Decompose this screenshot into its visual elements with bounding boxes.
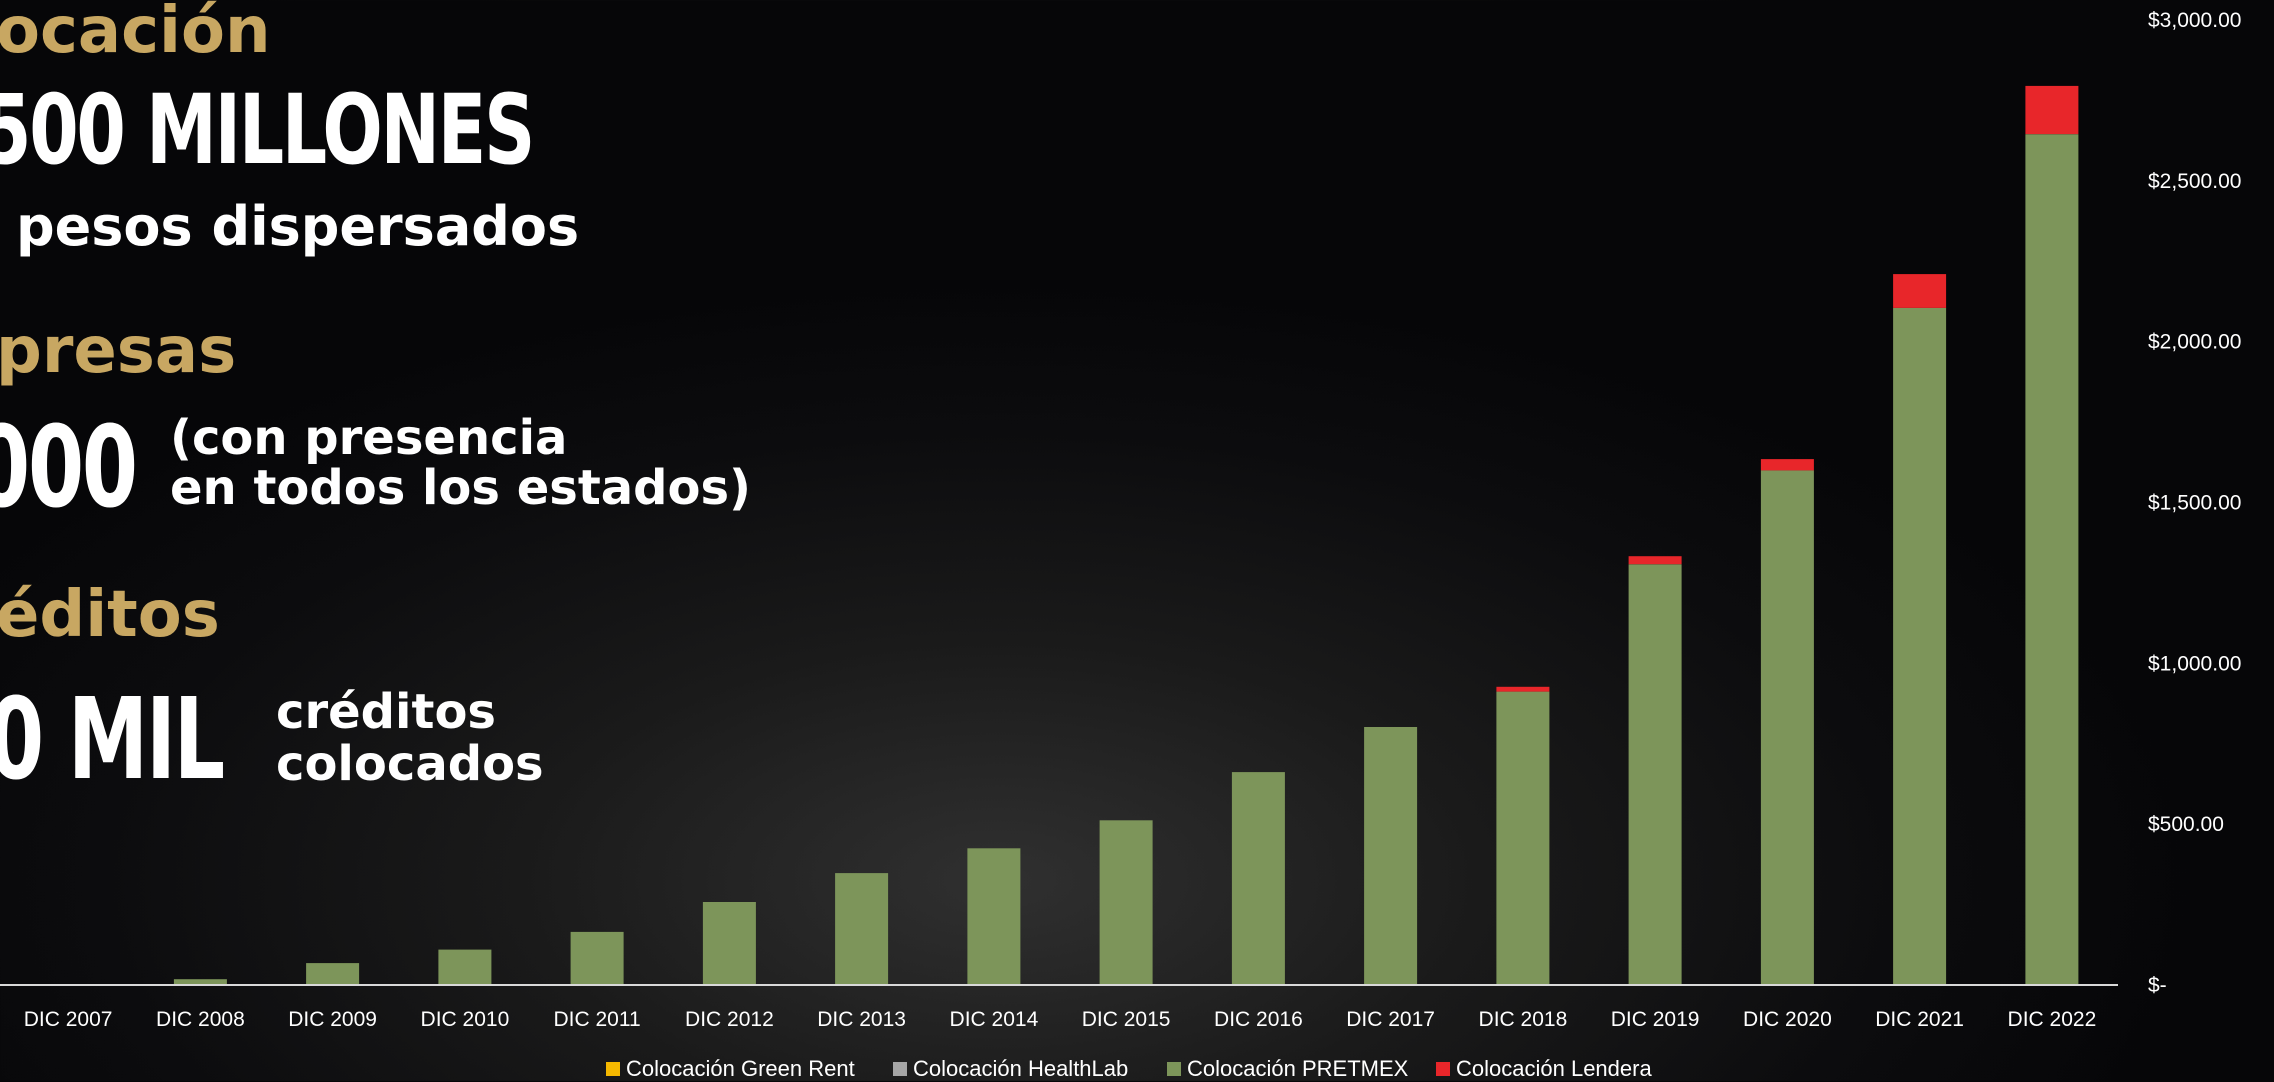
bar-colocaci-n-pretmex-dic-2011 xyxy=(570,931,624,985)
bar-colocaci-n-lendera-dic-2021 xyxy=(1893,274,1947,308)
x-tick-label: DIC 2020 xyxy=(1743,1008,1832,1031)
bar-colocaci-n-pretmex-dic-2013 xyxy=(835,873,889,985)
bar-colocaci-n-pretmex-dic-2018 xyxy=(1496,691,1550,985)
legend-swatch-green-rent xyxy=(606,1062,620,1076)
y-tick-label: $2,000.00 xyxy=(2148,331,2241,354)
bar-colocaci-n-pretmex-dic-2017 xyxy=(1364,727,1418,985)
bar-colocaci-n-pretmex-dic-2014 xyxy=(967,848,1021,985)
colocacion-subtitle: pesos dispersados xyxy=(16,195,580,258)
colocacion-title: ocación xyxy=(0,0,271,68)
bar-colocaci-n-lendera-dic-2019 xyxy=(1628,556,1682,565)
colocacion-amount: 500 MILLONES xyxy=(0,74,535,186)
empresas-subtitle-2: en todos los estados) xyxy=(170,460,751,516)
bar-colocaci-n-pretmex-dic-2021 xyxy=(1893,307,1947,985)
creditos-title: éditos xyxy=(0,578,220,652)
x-tick-label: DIC 2010 xyxy=(421,1008,510,1031)
x-tick-label: DIC 2013 xyxy=(817,1008,906,1031)
legend-swatch-lendera xyxy=(1436,1062,1450,1076)
legend-label-healthlab: Colocación HealthLab xyxy=(913,1056,1129,1081)
y-tick-label: $2,500.00 xyxy=(2148,170,2241,193)
legend-label-pretmex: Colocación PRETMEX xyxy=(1187,1056,1409,1081)
legend-item-healthlab: Colocación HealthLab xyxy=(893,1056,1129,1081)
legend-label-lendera: Colocación Lendera xyxy=(1456,1056,1652,1081)
legend-item-green-rent: Colocación Green Rent xyxy=(606,1056,855,1081)
x-tick-label: DIC 2014 xyxy=(950,1008,1039,1031)
bar-colocaci-n-lendera-dic-2020 xyxy=(1760,459,1814,471)
bar-colocaci-n-pretmex-dic-2016 xyxy=(1231,772,1285,985)
legend-item-pretmex: Colocación PRETMEX xyxy=(1167,1056,1409,1081)
legend-swatch-healthlab xyxy=(893,1062,907,1076)
y-tick-label: $3,000.00 xyxy=(2148,9,2241,32)
y-tick-label: $1,500.00 xyxy=(2148,492,2241,515)
x-tick-label: DIC 2015 xyxy=(1082,1008,1171,1031)
bar-colocaci-n-pretmex-dic-2012 xyxy=(702,902,756,985)
x-tick-label: DIC 2019 xyxy=(1611,1008,1700,1031)
x-tick-label: DIC 2021 xyxy=(1875,1008,1964,1031)
empresas-count: 000 xyxy=(0,403,138,533)
bar-colocaci-n-pretmex-dic-2008 xyxy=(173,979,227,985)
x-tick-label: DIC 2017 xyxy=(1346,1008,1435,1031)
x-tick-label: DIC 2011 xyxy=(554,1008,641,1031)
x-tick-label: DIC 2022 xyxy=(2008,1008,2097,1031)
y-tick-label: $- xyxy=(2148,974,2167,997)
bar-colocaci-n-pretmex-dic-2019 xyxy=(1628,564,1682,985)
y-tick-label: $500.00 xyxy=(2148,813,2224,836)
creditos-count: 0 MIL xyxy=(0,675,225,805)
x-tick-label: DIC 2018 xyxy=(1479,1008,1568,1031)
bar-colocaci-n-pretmex-dic-2020 xyxy=(1760,470,1814,985)
x-tick-label: DIC 2007 xyxy=(24,1008,113,1031)
empresas-subtitle-1: (con presencia xyxy=(170,410,568,466)
x-tick-label: DIC 2008 xyxy=(156,1008,245,1031)
bar-colocaci-n-pretmex-dic-2009 xyxy=(306,963,360,985)
creditos-subtitle-1: créditos xyxy=(276,684,496,740)
bar-colocaci-n-pretmex-dic-2022 xyxy=(2025,134,2079,985)
bar-colocaci-n-pretmex-dic-2010 xyxy=(438,949,492,985)
bar-colocaci-n-pretmex-dic-2015 xyxy=(1099,820,1153,985)
legend-label-green-rent: Colocación Green Rent xyxy=(626,1056,855,1081)
creditos-subtitle-2: colocados xyxy=(276,736,544,792)
legend-item-lendera: Colocación Lendera xyxy=(1436,1056,1652,1081)
x-tick-label: DIC 2012 xyxy=(685,1008,774,1031)
legend-swatch-pretmex xyxy=(1167,1062,1181,1076)
bar-colocaci-n-lendera-dic-2022 xyxy=(2025,85,2079,135)
bar-colocaci-n-lendera-dic-2018 xyxy=(1496,686,1550,692)
y-tick-label: $1,000.00 xyxy=(2148,652,2241,675)
empresas-title: presas xyxy=(0,314,237,388)
x-tick-label: DIC 2016 xyxy=(1214,1008,1303,1031)
x-tick-label: DIC 2009 xyxy=(288,1008,377,1031)
